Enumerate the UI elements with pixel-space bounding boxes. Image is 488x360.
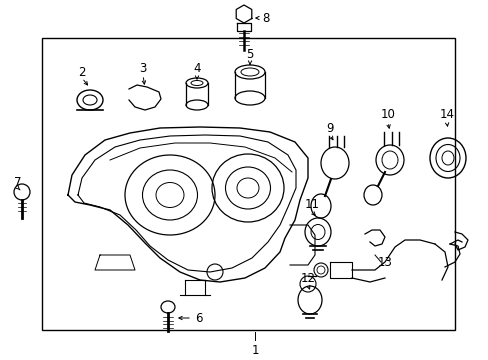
Text: 6: 6 — [195, 311, 202, 324]
Text: 8: 8 — [262, 12, 269, 24]
Text: 13: 13 — [377, 256, 392, 269]
Text: 5: 5 — [246, 49, 253, 62]
Text: 14: 14 — [439, 108, 453, 122]
Text: 1: 1 — [251, 343, 258, 356]
Text: 4: 4 — [193, 62, 201, 75]
Text: 10: 10 — [380, 108, 395, 122]
Text: 7: 7 — [14, 175, 21, 189]
Bar — [42, 38, 454, 330]
Text: 9: 9 — [325, 122, 333, 135]
Text: 11: 11 — [304, 198, 319, 211]
Text: 3: 3 — [139, 62, 146, 75]
Text: 2: 2 — [78, 66, 85, 78]
Text: 12: 12 — [300, 271, 315, 284]
